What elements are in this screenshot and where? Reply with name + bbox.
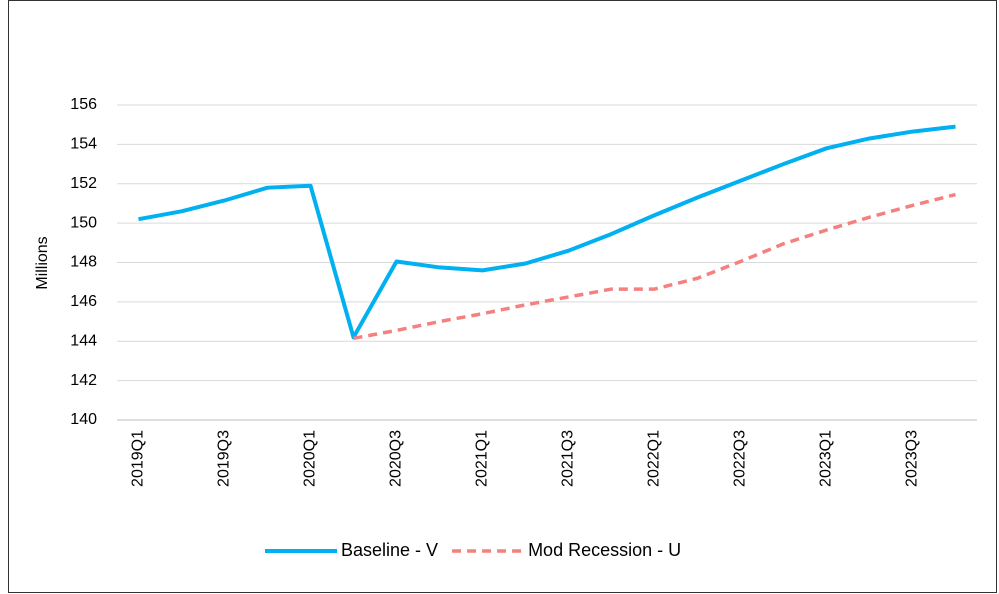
y-axis-label: Millions [34,236,51,289]
y-tick-label: 142 [70,372,97,389]
y-tick-label: 146 [70,293,97,310]
x-tick-label: 2019Q3 [216,430,233,487]
y-tick-label: 140 [70,411,97,428]
x-tick-label: 2021Q1 [474,430,491,487]
x-tick-label: 2020Q1 [302,430,319,487]
x-tick-label: 2019Q1 [130,430,147,487]
legend-label: Mod Recession - U [528,540,681,560]
y-tick-label: 144 [70,332,97,349]
series-line [353,192,956,341]
y-tick-label: 148 [70,254,97,271]
y-tick-label: 152 [70,175,97,192]
x-tick-label: 2022Q1 [646,430,663,487]
legend-label: Baseline - V [341,540,438,560]
y-tick-label: 154 [70,136,97,153]
series-line [138,124,956,340]
y-tick-label: 150 [70,214,97,231]
y-tick-label: 156 [70,96,97,113]
x-tick-label: 2021Q3 [560,430,577,487]
x-tick-label: 2023Q1 [818,430,835,487]
chart-border [8,0,997,593]
x-tick-label: 2023Q3 [904,430,921,487]
x-tick-label: 2020Q3 [388,430,405,487]
x-tick-label: 2022Q3 [732,430,749,487]
